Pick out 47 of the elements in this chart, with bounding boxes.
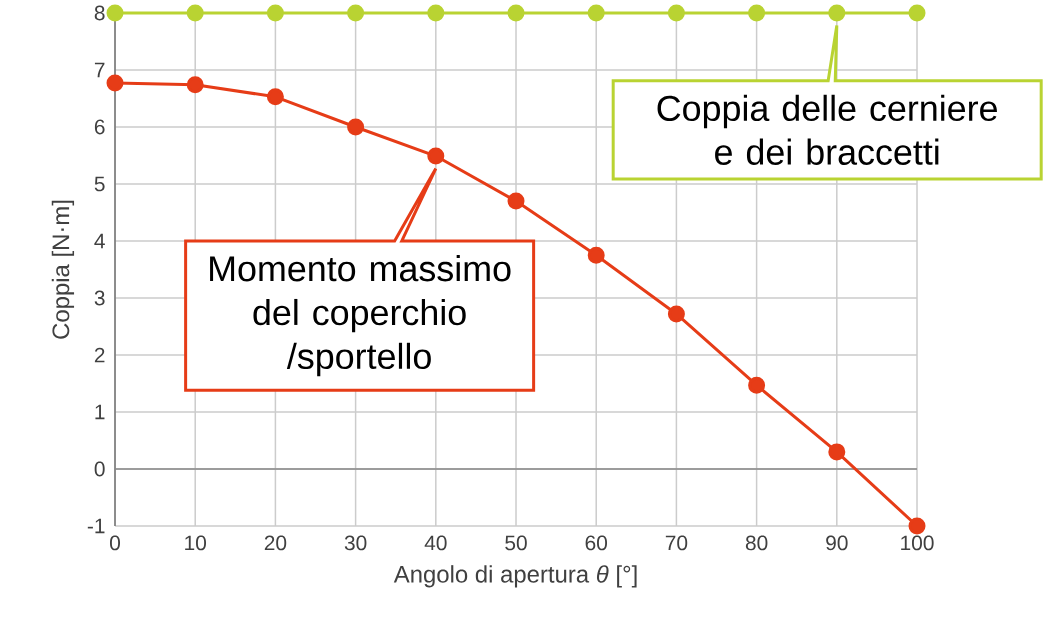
point — [266, 4, 284, 22]
y-tick-label: 7 — [94, 62, 105, 78]
y-tick-label: 0 — [94, 461, 105, 477]
annotation: Momento massimo del coperchio /sportello — [210, 255, 511, 377]
x-tick-label: 20 — [264, 535, 287, 551]
point — [106, 74, 124, 92]
x-tick-label: 50 — [505, 535, 527, 551]
point — [908, 4, 926, 22]
y-tick-label: 5 — [94, 176, 105, 192]
y-tick-label: 2 — [94, 347, 105, 363]
point — [908, 517, 926, 535]
y-tick-label: 4 — [94, 233, 105, 249]
x-tick-label: 60 — [585, 535, 608, 551]
point — [748, 4, 766, 22]
y-tick-label: -1 — [87, 518, 105, 534]
point — [587, 246, 605, 264]
x-tick-label: 100 — [901, 535, 934, 551]
point — [347, 118, 365, 136]
x-tick-label: 30 — [344, 535, 367, 551]
x-tick-label: 80 — [745, 535, 768, 551]
point — [186, 76, 204, 94]
point — [507, 192, 525, 210]
x-tick-label: 70 — [665, 535, 688, 551]
point — [748, 376, 766, 394]
point — [828, 4, 846, 22]
point — [667, 305, 685, 323]
y-tick-label: 8 — [94, 5, 105, 21]
point — [106, 4, 124, 22]
y-tick-label: 3 — [94, 290, 105, 306]
point — [507, 4, 525, 22]
annotation: Coppia delle cerniere e dei braccetti — [657, 94, 997, 165]
x-tick-label: 40 — [424, 535, 447, 551]
y-tick-label: 6 — [94, 119, 105, 135]
point — [347, 4, 365, 22]
y-tick-label: 1 — [95, 404, 105, 420]
x-axis-title: Angolo di apertura θ [°] — [393, 565, 637, 588]
x-tick-label: 0 — [110, 535, 120, 551]
point — [427, 147, 445, 165]
point — [828, 443, 846, 461]
point — [186, 4, 204, 22]
x-tick-label: 90 — [826, 535, 848, 551]
point — [587, 4, 605, 22]
y-axis-title: Coppia [N·m] — [51, 200, 75, 339]
x-tick-label: 10 — [185, 535, 207, 551]
point — [266, 88, 284, 106]
point — [427, 4, 445, 22]
point — [667, 4, 685, 22]
